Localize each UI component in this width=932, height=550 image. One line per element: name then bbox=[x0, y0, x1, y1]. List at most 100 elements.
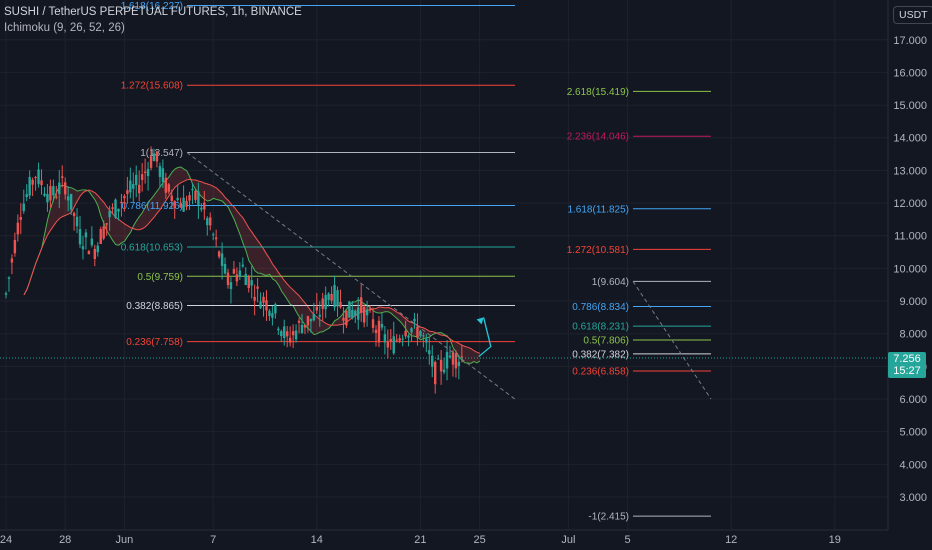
time-tick-label: 5 bbox=[625, 534, 631, 546]
candle-body bbox=[46, 193, 49, 203]
candle-body bbox=[16, 222, 20, 235]
candle-body bbox=[135, 174, 138, 186]
candle-body bbox=[306, 316, 310, 326]
fib-ext-label: 0.786(8.834) bbox=[572, 302, 629, 313]
price-tick-label: 5.000 bbox=[899, 427, 927, 439]
candle-body bbox=[401, 338, 404, 340]
candle-body bbox=[398, 338, 401, 341]
candle-body bbox=[259, 301, 262, 309]
candle-body bbox=[87, 251, 91, 255]
currency-button[interactable]: USDT bbox=[893, 6, 932, 24]
candle-body bbox=[383, 334, 387, 343]
time-axis-bg bbox=[0, 530, 932, 550]
candle-body bbox=[351, 309, 354, 318]
candle-body bbox=[280, 331, 283, 337]
candle-body bbox=[342, 317, 345, 321]
symbol-title[interactable]: SUSHI / TetherUS PERPETUAL FUTURES, 1h, … bbox=[4, 6, 302, 18]
indicator-label[interactable]: Ichimoku (9, 26, 52, 26) bbox=[4, 22, 125, 34]
candle-body bbox=[413, 318, 416, 322]
candle-body bbox=[371, 319, 375, 328]
time-tick-label: 12 bbox=[725, 534, 737, 546]
candle-body bbox=[250, 280, 253, 286]
candle-body bbox=[164, 177, 168, 193]
candle-body bbox=[161, 168, 165, 183]
fib-ext-label: 1.272(10.581) bbox=[567, 245, 629, 256]
candle-body bbox=[451, 351, 455, 365]
candle-body bbox=[395, 339, 398, 341]
candle-body bbox=[212, 234, 215, 236]
candle-body bbox=[105, 223, 108, 225]
candle-body bbox=[425, 338, 428, 343]
candle-body bbox=[37, 169, 40, 185]
price-tick-label: 8.000 bbox=[899, 329, 927, 341]
candle-body bbox=[348, 301, 351, 318]
candle-body bbox=[303, 324, 307, 328]
candle-body bbox=[140, 174, 144, 181]
price-tick-label: 10.000 bbox=[893, 263, 927, 275]
candle-body bbox=[206, 218, 209, 226]
candle-body bbox=[40, 180, 43, 186]
candle-body bbox=[410, 328, 413, 333]
candle-body bbox=[312, 314, 316, 321]
candle-body bbox=[416, 326, 419, 338]
candle-body bbox=[114, 199, 117, 218]
time-tick-label: 25 bbox=[473, 534, 485, 546]
senkou-span-b bbox=[23, 178, 481, 354]
time-tick-label: Jul bbox=[561, 534, 575, 546]
candle-body bbox=[283, 326, 286, 338]
projection-arrow bbox=[478, 317, 492, 358]
candle-body bbox=[75, 216, 79, 227]
candle-body bbox=[265, 300, 268, 311]
candle-body bbox=[25, 194, 28, 198]
candle-body bbox=[229, 282, 233, 290]
candle-body bbox=[315, 306, 318, 311]
candle-body bbox=[99, 229, 102, 245]
candle-body bbox=[235, 274, 239, 282]
price-tick-label: 11.000 bbox=[894, 231, 927, 243]
trend-lines bbox=[0, 152, 888, 402]
fib-ext-label: 0.5(7.806) bbox=[583, 336, 629, 347]
candle-body bbox=[22, 203, 25, 212]
candle-body bbox=[368, 308, 372, 311]
candle-body bbox=[200, 207, 203, 210]
grid bbox=[0, 0, 888, 530]
candle-body bbox=[226, 272, 230, 285]
candle-body bbox=[404, 330, 407, 337]
candle-body bbox=[407, 335, 410, 338]
candle-body bbox=[365, 309, 369, 316]
candle-body bbox=[146, 168, 150, 177]
candle-body bbox=[108, 210, 111, 218]
time-tick-label: 14 bbox=[311, 534, 323, 546]
candle-body bbox=[277, 328, 280, 331]
candle-body bbox=[223, 263, 227, 274]
projection-arrowhead bbox=[476, 317, 484, 325]
candle-body bbox=[69, 193, 73, 210]
candle-body bbox=[13, 239, 17, 254]
candle-body bbox=[389, 339, 392, 342]
candle-body bbox=[460, 356, 464, 358]
candle-body bbox=[318, 314, 321, 317]
candle-body bbox=[291, 331, 295, 336]
candle-body bbox=[271, 313, 274, 318]
candle-body bbox=[111, 207, 114, 210]
time-axis[interactable]: 24 28 Jun 7 14 21 25 Jul 5 12 19 bbox=[0, 529, 932, 550]
candle-body bbox=[52, 186, 55, 196]
ichimoku-cloud bbox=[23, 166, 481, 364]
candle-body bbox=[179, 203, 182, 208]
candle-body bbox=[58, 182, 61, 194]
candle-body bbox=[66, 196, 70, 201]
candle-body bbox=[7, 277, 11, 279]
candle-body bbox=[392, 336, 395, 354]
candle-body bbox=[286, 331, 289, 337]
price-tick-label: 4.000 bbox=[899, 459, 927, 471]
price-axis[interactable]: 3.0004.0005.0006.0007.0008.0009.00010.00… bbox=[887, 0, 932, 550]
candle-body bbox=[158, 166, 162, 177]
senkou-span-a bbox=[23, 166, 481, 364]
candle-body bbox=[123, 195, 126, 199]
fib-ext-label: -1(2.415) bbox=[588, 512, 629, 523]
candle-body bbox=[357, 307, 360, 320]
fib-ext-label: 0.382(7.382) bbox=[572, 349, 629, 360]
fib-level-label: 1.618(16.227) bbox=[121, 1, 183, 12]
candle-body bbox=[217, 251, 221, 257]
